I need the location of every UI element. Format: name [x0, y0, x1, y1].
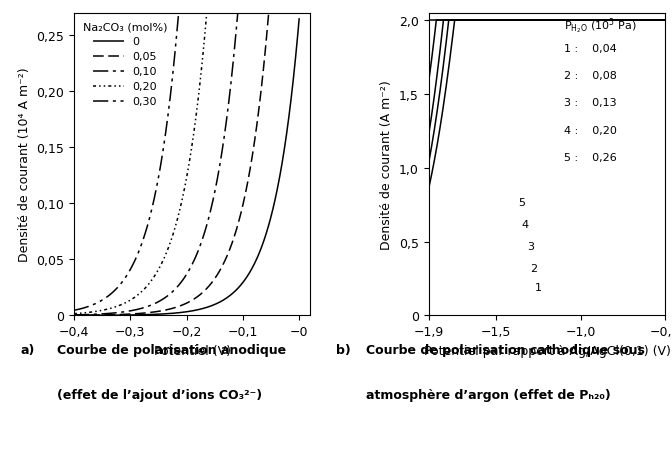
- Text: 3 :    0,13: 3 : 0,13: [564, 98, 616, 108]
- Text: b): b): [336, 343, 351, 356]
- Text: atmosphère d’argon (effet de Pₕ₂₀): atmosphère d’argon (effet de Pₕ₂₀): [366, 388, 611, 401]
- Text: 2: 2: [530, 263, 537, 273]
- Text: 1: 1: [535, 283, 542, 293]
- Text: 1 :    0,04: 1 : 0,04: [564, 44, 616, 54]
- Text: $\mathregular{P_{H_2O}}$ (10$^5$ Pa): $\mathregular{P_{H_2O}}$ (10$^5$ Pa): [564, 17, 636, 36]
- Text: 2 :    0,08: 2 : 0,08: [564, 71, 616, 81]
- Y-axis label: Densité de courant (A m⁻²): Densité de courant (A m⁻²): [380, 80, 394, 249]
- Text: 3: 3: [527, 241, 534, 251]
- X-axis label: Potentiel par rapport à Ag/AgCl(0,1) (V): Potentiel par rapport à Ag/AgCl(0,1) (V): [423, 344, 671, 357]
- X-axis label: Potentiel (V): Potentiel (V): [154, 344, 230, 357]
- Text: Courbe de polarisation cathodique sous: Courbe de polarisation cathodique sous: [366, 343, 645, 356]
- Text: Courbe de polarisation anodique: Courbe de polarisation anodique: [57, 343, 286, 356]
- Text: 4: 4: [521, 219, 529, 229]
- Y-axis label: Densité de courant (10⁴ A m⁻²): Densité de courant (10⁴ A m⁻²): [17, 68, 31, 262]
- Text: (effet de l’ajout d’ions CO₃²⁻): (effet de l’ajout d’ions CO₃²⁻): [57, 388, 262, 401]
- Legend: 0, 0,05, 0,10, 0,20, 0,30: 0, 0,05, 0,10, 0,20, 0,30: [79, 19, 171, 110]
- Text: 5 :    0,26: 5 : 0,26: [564, 152, 616, 162]
- Text: a): a): [20, 343, 34, 356]
- Text: 4 :    0,20: 4 : 0,20: [564, 125, 616, 135]
- Text: 5: 5: [518, 197, 526, 207]
